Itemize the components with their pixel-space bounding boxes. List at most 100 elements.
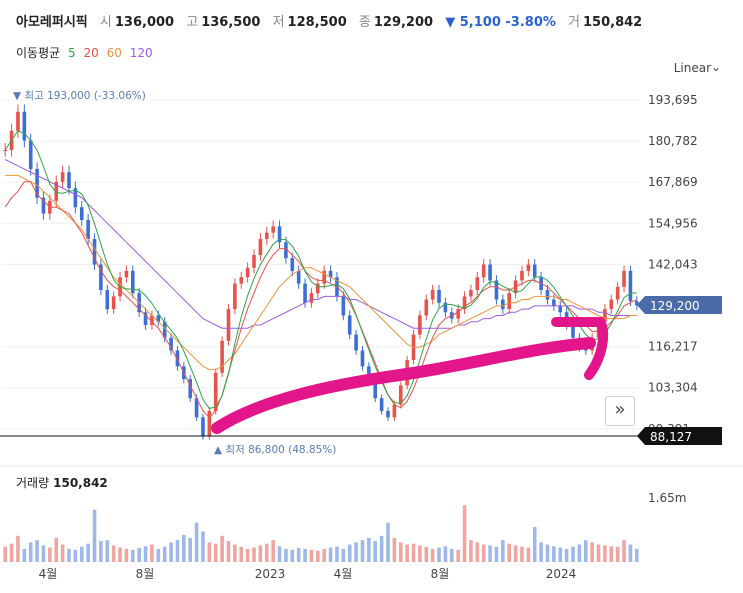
candle xyxy=(213,372,218,411)
volume-bar xyxy=(175,540,180,562)
close-label: 종 xyxy=(358,15,371,30)
candle xyxy=(28,140,33,170)
chevron-down-icon[interactable]: ⌄ xyxy=(710,60,721,74)
candle xyxy=(347,315,352,335)
candle xyxy=(207,410,212,437)
stock-name: 아모레퍼시픽 xyxy=(16,15,88,30)
volume-bar xyxy=(271,540,275,562)
y-tick-label: 116,217 xyxy=(648,340,698,354)
volume-bar xyxy=(520,546,524,562)
volume-bar xyxy=(462,505,467,562)
candle xyxy=(188,379,193,399)
volume-bar xyxy=(239,546,244,562)
candle xyxy=(437,289,441,303)
volume-bar xyxy=(411,543,416,562)
candle xyxy=(526,264,531,271)
candle xyxy=(277,226,282,243)
candle xyxy=(233,283,237,310)
candle xyxy=(398,385,403,405)
volume-bar xyxy=(233,544,237,562)
candle xyxy=(303,283,307,303)
volume-bar xyxy=(367,538,371,562)
ma-legend[interactable]: 이동평균 5 20 60 120 xyxy=(16,44,157,61)
candle xyxy=(571,325,575,338)
y-tick-label: 103,304 xyxy=(648,381,698,395)
volume-bar xyxy=(494,546,499,562)
volume-bar xyxy=(296,548,301,562)
volume-bar xyxy=(590,542,594,562)
current-price-tag xyxy=(637,296,722,314)
volume-tick-label: 1.65m xyxy=(648,491,686,505)
candle xyxy=(341,296,346,316)
x-tick-label: 4월 xyxy=(334,567,353,581)
volume-bar xyxy=(258,545,263,562)
candle xyxy=(60,172,65,182)
volume-bars: 1.65m xyxy=(0,465,743,562)
annotations: ▼ 최고 193,000 (-33.06%) ▲ 최저 86,800 (48.85… xyxy=(0,90,640,456)
candle xyxy=(226,309,231,341)
volume-bar xyxy=(475,542,480,562)
candle xyxy=(67,172,71,189)
candle xyxy=(354,334,358,351)
scale-mode-select[interactable]: Linear xyxy=(673,61,711,75)
candle xyxy=(316,283,320,294)
volume-bar xyxy=(124,548,129,562)
volume-bar xyxy=(398,542,403,562)
volume-bar xyxy=(162,546,167,562)
ma20-line xyxy=(4,181,638,419)
volume-bar xyxy=(3,546,7,562)
crosshair-tag xyxy=(637,427,722,445)
volume-bar xyxy=(341,548,346,562)
volume-label: 거 xyxy=(568,15,580,30)
x-tick-label: 2024 xyxy=(546,567,577,581)
candle xyxy=(111,296,116,310)
candle xyxy=(552,299,556,306)
candle xyxy=(628,270,633,302)
price-axis: 193,695 180,782 167,869 154,956 142,043 116,2… xyxy=(637,93,722,445)
volume-bar xyxy=(48,547,52,562)
candle xyxy=(609,299,614,310)
volume-bar xyxy=(245,548,250,562)
candle xyxy=(3,149,7,151)
candle xyxy=(86,219,90,240)
volume-bar xyxy=(303,548,307,562)
candle xyxy=(373,382,378,399)
candle xyxy=(130,270,135,294)
close-value: 129,200 xyxy=(373,15,434,30)
candle xyxy=(386,410,390,418)
volume-bar xyxy=(118,547,122,562)
volume-bar xyxy=(143,546,148,562)
candle xyxy=(360,350,365,367)
volume-bar xyxy=(532,527,537,562)
y-tick-label: 142,043 xyxy=(648,257,698,271)
high-annotation: ▼ 최고 193,000 (-33.06%) xyxy=(13,90,146,102)
highlight-stroke xyxy=(551,317,609,380)
volume-bar xyxy=(424,546,429,562)
change-value: ▼ 5,100 -3.80% xyxy=(445,15,556,30)
ma120-label: 120 xyxy=(129,46,153,60)
volume-bar xyxy=(513,545,518,562)
volume-bar xyxy=(73,549,78,562)
volume-bar xyxy=(137,548,141,562)
candle xyxy=(79,207,84,220)
volume-title-label: 거래량 xyxy=(16,476,50,490)
candle xyxy=(54,181,59,201)
volume-bar xyxy=(105,540,110,562)
candle xyxy=(469,289,473,297)
candle xyxy=(635,301,639,306)
scroll-to-latest-button[interactable]: » xyxy=(605,396,635,426)
candle xyxy=(284,242,288,259)
volume-bar xyxy=(290,549,295,562)
low-value: 128,500 xyxy=(287,15,347,30)
candle xyxy=(475,277,480,290)
volume-bar xyxy=(558,547,563,562)
candle xyxy=(162,321,167,338)
volume-bar xyxy=(603,545,607,562)
volume-bar xyxy=(309,549,314,562)
candle xyxy=(520,270,524,281)
volume-bar xyxy=(226,541,231,562)
candle xyxy=(150,315,154,326)
volume-bar xyxy=(28,542,33,562)
highlight-stroke xyxy=(211,337,596,434)
